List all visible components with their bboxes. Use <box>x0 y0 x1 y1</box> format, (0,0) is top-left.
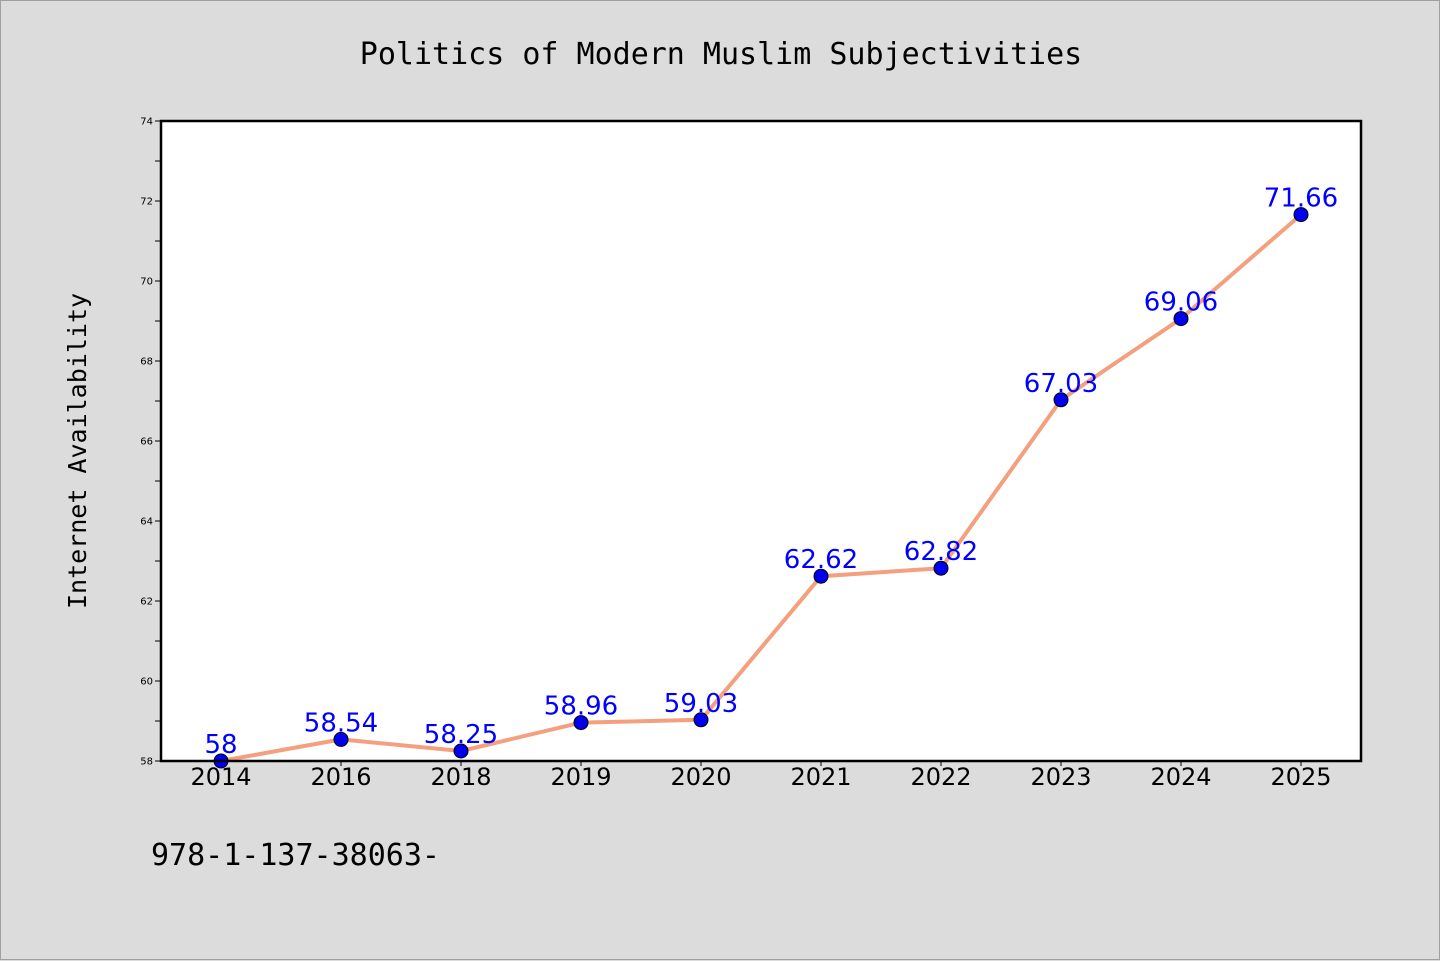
y-tick-label: 62 <box>140 597 153 608</box>
y-axis-label: Internet Availability <box>63 293 92 609</box>
data-point <box>333 731 349 747</box>
x-tick-label: 2018 <box>430 763 491 791</box>
data-label: 67.03 <box>1024 369 1098 399</box>
data-point <box>573 715 589 731</box>
data-point <box>1053 392 1069 408</box>
data-label: 58.96 <box>544 692 618 722</box>
x-tick-label: 2021 <box>790 763 851 791</box>
plot-area <box>161 121 1361 761</box>
data-point <box>813 568 829 584</box>
y-tick-label: 66 <box>140 437 153 448</box>
data-label: 58.54 <box>304 708 378 738</box>
y-tick-label: 60 <box>140 677 153 688</box>
x-tick-label: 2023 <box>1030 763 1091 791</box>
x-tick-label: 2024 <box>1150 763 1211 791</box>
data-point <box>453 743 469 759</box>
data-label: 69.06 <box>1144 288 1218 318</box>
y-tick-label: 68 <box>140 357 153 368</box>
x-tick-label: 2025 <box>1270 763 1331 791</box>
y-axis: 58 60 62 64 66 68 70 72 74 <box>140 117 161 768</box>
data-label: 62.82 <box>904 537 978 567</box>
y-tick-label: 70 <box>140 277 153 288</box>
data-label: 58 <box>204 730 237 760</box>
series-layer: 58 58.54 58.25 58.96 59.03 62.62 62.82 67.03 69.… <box>204 184 1338 769</box>
plot-border <box>159 119 1363 763</box>
x-tick-label: 2016 <box>310 763 371 791</box>
y-tick-label: 64 <box>140 517 153 528</box>
x-tick-label: 2022 <box>910 763 971 791</box>
data-point <box>933 560 949 576</box>
data-label: 62.62 <box>784 545 858 575</box>
data-point <box>693 712 709 728</box>
chart-title: Politics of Modern Muslim Subjectivities <box>360 37 1082 72</box>
data-label: 58.25 <box>424 720 498 750</box>
y-tick-label: 72 <box>140 197 153 208</box>
footer-isbn-text: 978-1-137-38063- <box>151 838 440 873</box>
y-tick-label: 74 <box>140 117 153 128</box>
y-tick-label: 58 <box>140 757 153 768</box>
x-tick-label: 2019 <box>550 763 611 791</box>
data-label: 71.66 <box>1264 184 1338 214</box>
data-point <box>1173 311 1189 327</box>
series-line <box>219 212 1303 763</box>
x-axis: 2014 2016 2018 2019 2020 2021 2022 2023 2024 2025 <box>190 761 1332 791</box>
x-tick-label: 2020 <box>670 763 731 791</box>
data-point <box>1293 207 1309 223</box>
data-label: 59.03 <box>664 689 738 719</box>
